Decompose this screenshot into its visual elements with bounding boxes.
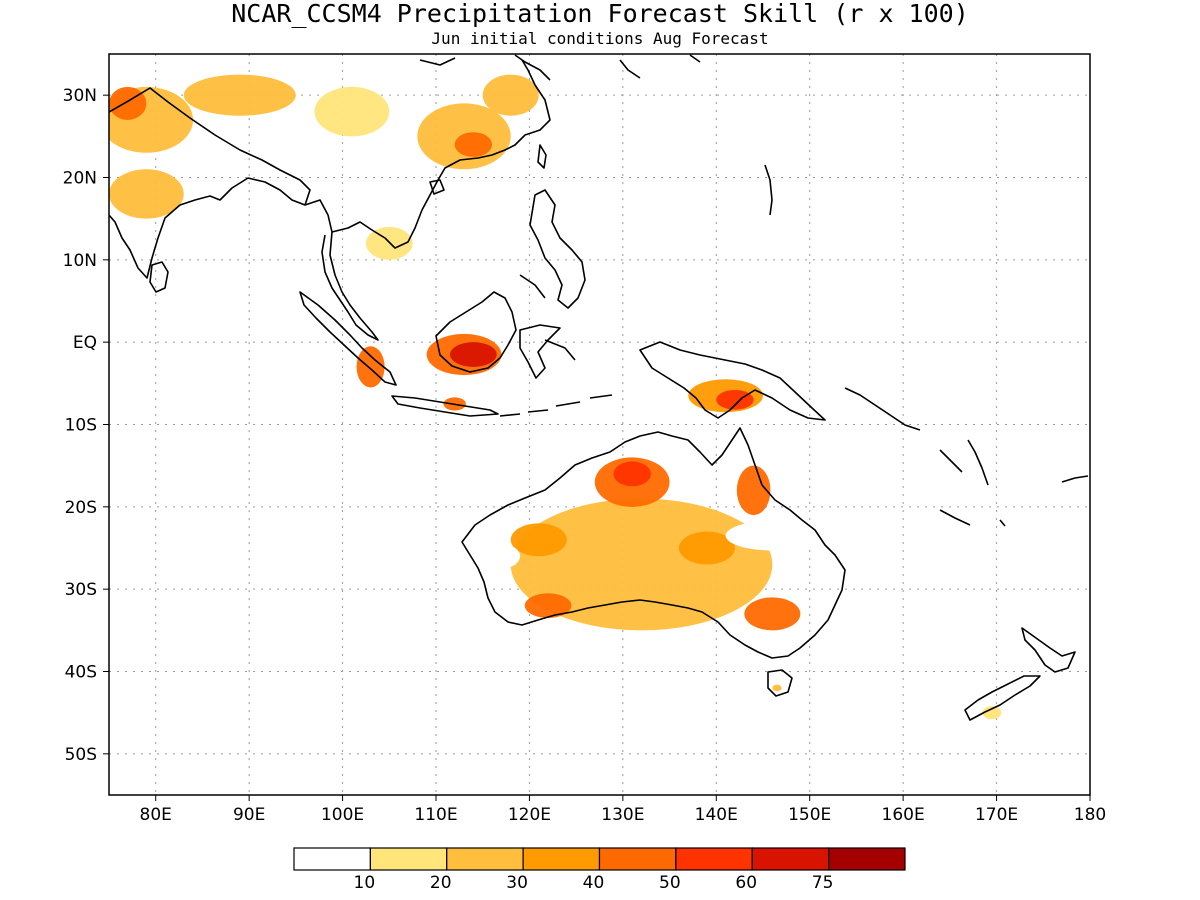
coast-borneo [435,291,517,373]
skill-region [982,706,1002,720]
legend-swatch [446,847,524,871]
lat-tick-label: 30N [63,86,97,106]
coast-lesser-sunda [499,394,613,417]
lon-tick-label: 110E [414,805,457,825]
lat-tick-label: 40S [65,663,97,683]
skill-region [183,74,296,116]
coast-hainan [429,179,445,195]
skill-shading [109,74,1002,720]
skill-region [736,465,771,516]
lon-tick-label: 120E [508,805,551,825]
lon-tick-label: 80E [140,805,172,825]
legend-label: 10 [354,873,376,893]
lat-tick-label: EQ [73,333,97,353]
lon-tick-label: 100E [321,805,364,825]
coast-australia [461,427,846,659]
skill-region [772,684,782,692]
lat-tick-label: 20S [65,498,97,518]
skill-region [744,597,801,631]
skill-region [454,132,493,157]
legend-label: 75 [812,873,834,893]
skill-region [678,531,735,565]
legend-label: 60 [735,873,757,893]
coast-taiwan [537,144,547,169]
lon-tick-label: 90E [233,805,265,825]
lat-tick-label: 20N [63,169,97,189]
color-legend: 10 20 30 40 50 60 75 [293,847,906,893]
lon-tick-label: 170E [975,805,1018,825]
grid-lines [109,54,1090,795]
legend-swatch [675,847,753,871]
legend-label: 30 [506,873,528,893]
legend-label: 20 [430,873,452,893]
legend-swatch [522,847,601,871]
coast-java [391,395,499,417]
map-subtitle: Jun initial conditions Aug Forecast [431,29,768,48]
map-title: NCAR_CCSM4 Precipitation Forecast Skill … [231,0,969,28]
skill-region [613,461,651,487]
lat-tick-label: 30S [65,580,97,600]
coast-sri-lanka [149,261,169,293]
lon-tick-label: 150E [788,805,831,825]
coastlines [109,54,1089,721]
lon-tick-label: 160E [882,805,925,825]
coast-sumatra [299,291,397,386]
axis-ticks: 80E 90E 100E 110E 120E 130E 140E 150E 160E 170E 18… [63,86,1107,825]
low-skill-region [482,543,521,569]
low-skill-region [725,520,820,551]
coast-new-guinea [639,341,826,421]
coast-mainland-southeast-asia [304,59,551,341]
skill-region [109,86,147,120]
lat-tick-label: 50S [65,745,97,765]
legend-swatch [293,847,371,871]
skill-region [482,74,539,116]
lon-tick-label: 140E [695,805,738,825]
legend-swatch [369,847,448,871]
legend-swatch [598,847,677,871]
coast-indian-subcontinent [109,87,311,279]
skill-region [510,523,567,557]
legend-swatch [751,847,830,871]
skill-region [524,593,572,618]
legend-label: 40 [583,873,605,893]
skill-region [314,86,390,137]
legend-swatch [828,847,906,871]
lat-tick-label: 10S [65,416,97,436]
coast-pacific-islands [619,54,1089,527]
skill-region [356,346,385,388]
skill-region [109,169,184,219]
lat-tick-label: 10N [63,251,97,271]
lon-tick-label: 130E [601,805,644,825]
legend-label: 50 [659,873,681,893]
skill-region [450,342,497,367]
skill-region [716,389,754,410]
coast-new-zealand [964,627,1076,721]
skill-region [510,498,773,631]
coast-philippines [519,189,586,309]
coast-sulawesi [519,324,576,379]
coast-china-north [419,54,551,81]
coast-tasmania [767,669,793,697]
lon-tick-label: 180 [1074,805,1106,825]
